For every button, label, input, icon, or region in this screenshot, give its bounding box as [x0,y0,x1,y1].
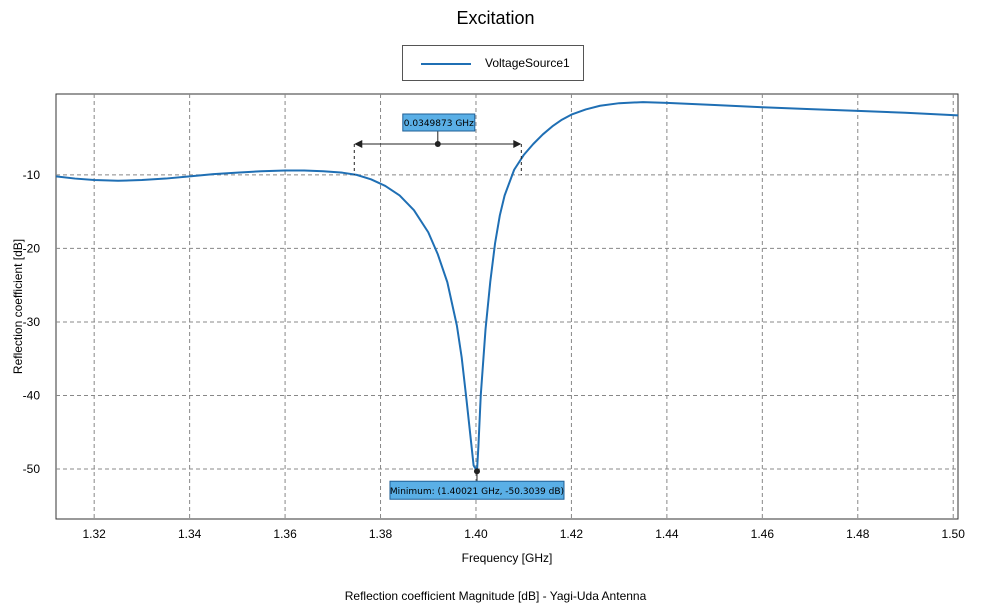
x-tick-label: 1.46 [751,527,775,541]
series-line-voltagesource1 [55,101,959,473]
x-tick-label: 1.48 [846,527,870,541]
x-tick-label: 1.32 [83,527,107,541]
chart-title: Excitation [456,8,535,28]
y-axis-label: Reflection coefficient [dB] [11,239,25,374]
y-tick-label: -20 [23,241,41,255]
x-tick-label: 1.34 [178,527,202,541]
bandwidth-label-box [402,113,476,132]
bandwidth-label-text: 0.0349873 GHz [404,119,474,129]
x-tick-label: 1.38 [369,527,393,541]
series-group [55,101,959,473]
legend-label-voltagesource1: VoltageSource1 [485,56,570,70]
chart-footer-caption: Reflection coefficient Magnitude [dB] - … [344,589,647,603]
y-tick-label: -50 [23,462,41,476]
bandwidth-arrow-left-head [354,140,363,148]
minimum-label-box [389,480,565,500]
bandwidth-arrow-right-head [513,140,522,148]
annotations-group: 0.0349873 GHz Minimum: (1.40021 GHz, -50.… [353,113,565,500]
y-tick-labels: -10 -20 -30 -40 -50 [23,168,41,476]
x-tick-label: 1.36 [273,527,297,541]
x-tick-label: 1.44 [655,527,679,541]
plot-area-frame [55,93,959,520]
x-tick-label: 1.42 [560,527,584,541]
grid-lines [56,94,958,519]
legend-line-swatch [421,63,471,65]
y-tick-label: -40 [23,388,41,402]
x-tick-label: 1.50 [942,527,966,541]
y-tick-label: -30 [23,315,41,329]
legend: VoltageSource1 [402,45,584,81]
x-tick-label: 1.40 [464,527,488,541]
x-tick-labels: 1.32 1.34 1.36 1.38 1.40 1.42 1.44 1.46 1.48 1.50 [83,527,966,541]
y-tick-label: -10 [23,168,41,182]
minimum-label-text: Minimum: (1.40021 GHz, -50.3039 dB) [390,487,564,497]
x-axis-label: Frequency [GHz] [462,551,553,565]
